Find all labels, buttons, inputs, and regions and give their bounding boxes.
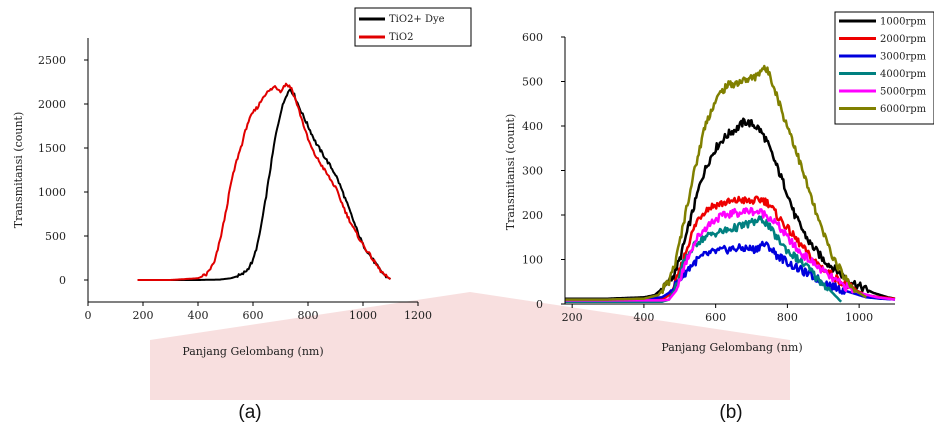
chart-b-legend-label-4: 4000rpm [880,69,927,80]
chart-a-x-tick-label: 1200 [404,309,432,322]
panel-label-b: (b) [719,402,742,423]
chart-b-y-label: Transmitansi (count) [504,114,517,231]
chart-b-y-tick-label: 300 [522,165,543,178]
chart-b-x-tick-label: 400 [633,311,654,324]
chart-a-x-label: Panjang Gelombang (nm) [182,345,323,358]
chart-b-y-tick-label: 400 [522,120,543,133]
chart-a-legend-label-2: TiO2 [389,32,413,43]
chart-b-series-layer [564,64,896,304]
chart-b-legend-box [834,11,934,125]
chart-b-legend-label-3: 3000rpm [880,52,927,63]
chart-b-series-1-line [564,117,896,300]
chart-a-y-tick-label: 0 [59,274,66,287]
chart-b: 200 400 600 800 1000 0 100 200 300 400 500 600 Pan… [504,11,934,423]
chart-a-x-tick-label: 400 [188,309,209,322]
chart-b-x-tick-label: 200 [562,311,583,324]
chart-a-series-1-line [137,88,392,281]
chart-b-series-5-line [564,206,896,302]
chart-a-y-tick-label: 2500 [38,54,66,67]
chart-b-y-ticks: 0 100 200 300 400 500 600 [522,31,565,311]
chart-b-legend: 1000rpm 2000rpm 3000rpm 4000rpm 5000rpm 6000r… [834,11,934,125]
panel-label-a: (a) [238,402,261,423]
chart-b-series-4-line [564,215,843,304]
chart-a-legend-label-1: TiO2+ Dye [389,14,445,25]
chart-a-y-label: Transmitansi (count) [12,112,25,229]
chart-a-series-layer [137,82,392,281]
chart-a-x-tick-label: 800 [298,309,319,322]
chart-a-x-tick-label: 600 [243,309,264,322]
chart-a-x-tick-label: 0 [85,309,92,322]
chart-a-y-tick-label: 1000 [38,186,66,199]
chart-b-series-6-line [564,64,867,301]
chart-b-x-tick-label: 800 [777,311,798,324]
chart-b-y-tick-label: 500 [522,76,543,89]
chart-a-y-tick-label: 1500 [38,142,66,155]
chart-b-y-tick-label: 200 [522,209,543,222]
chart-a: 0 200 400 600 800 1000 1200 0 500 1000 1500 2000 25… [12,7,472,423]
chart-b-legend-label-1: 1000rpm [880,17,927,28]
chart-b-y-tick-label: 0 [536,298,543,311]
chart-b-y-tick-label: 600 [522,31,543,44]
chart-a-y-tick-label: 2000 [38,98,66,111]
chart-a-y-tick-label: 500 [45,230,66,243]
chart-b-x-ticks: 200 400 600 800 1000 [562,304,873,324]
watermark [150,292,790,400]
chart-a-x-tick-label: 1000 [349,309,377,322]
chart-a-legend-box [354,7,472,47]
chart-a-x-ticks: 0 200 400 600 800 1000 1200 [85,302,432,322]
chart-b-x-tick-label: 600 [705,311,726,324]
chart-a-x-tick-label: 200 [133,309,154,322]
chart-b-legend-label-5: 5000rpm [880,87,927,98]
chart-a-legend: TiO2+ Dye TiO2 [354,7,472,47]
chart-a-series-2-line [137,82,392,281]
chart-b-legend-label-2: 2000rpm [880,34,927,45]
chart-a-y-ticks: 0 500 1000 1500 2000 2500 [38,54,88,287]
chart-b-y-tick-label: 100 [522,254,543,267]
chart-b-x-tick-label: 1000 [845,311,873,324]
watermark-book-shape [150,292,790,400]
chart-b-legend-label-6: 6000rpm [880,104,927,115]
chart-b-x-label: Panjang Gelombang (nm) [661,341,802,354]
